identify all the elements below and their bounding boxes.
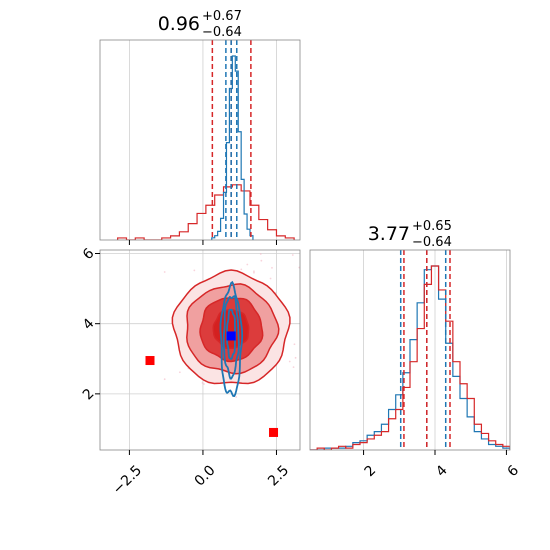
joint-sample-point	[240, 268, 243, 271]
p1-title-lower: −0.64	[412, 235, 452, 250]
joint-sample-point	[246, 263, 249, 266]
joint-sample-point	[253, 270, 255, 273]
joint-sample-point	[288, 360, 291, 363]
joint-sample-point	[260, 259, 263, 262]
joint-sample-point	[163, 378, 166, 381]
p1-hist-frame	[309, 249, 511, 451]
p0-title-median: 0.96	[158, 13, 200, 35]
p0-hist-grid	[129, 40, 277, 240]
panel-p0-hist: 0.96 +0.67 −0.64	[99, 9, 301, 245]
joint-x-tick-label-0: −2.5	[110, 462, 145, 497]
joint-sample-point	[294, 356, 297, 359]
joint-sample-point	[291, 254, 294, 256]
joint-sample-point	[269, 277, 272, 280]
joint-sample-point	[178, 371, 181, 374]
joint-contour-blue-1	[222, 295, 240, 380]
joint-x-tick-label-1: 0.0	[192, 462, 219, 489]
p1-title-median: 3.77	[368, 223, 410, 245]
joint-frame	[99, 249, 301, 451]
p1-hist-x-tick-label-0: 2	[362, 462, 380, 480]
joint-y-tick-label-0: 2	[80, 386, 98, 404]
panel-p1-hist: 2 4 6 3.77 +0.65 −0.64	[309, 219, 523, 480]
joint-x-tick-label-2: 2.5	[265, 462, 292, 489]
p1-hist-x-tick-label-2: 6	[505, 462, 523, 480]
joint-sample-point	[292, 366, 295, 368]
joint-sample-point	[298, 266, 300, 269]
joint-marker-blue-0	[226, 331, 236, 341]
joint-sample-point	[259, 253, 262, 255]
joint-sample-point	[235, 396, 238, 398]
joint-sample-point	[163, 271, 166, 273]
joint-contour-blue-0	[219, 280, 244, 398]
p0-hist-blue	[211, 55, 254, 240]
p0-hist-frame	[99, 39, 301, 241]
joint-marker-red-1	[269, 427, 279, 437]
joint-y-tick-label-2: 6	[80, 245, 98, 263]
panel-joint: −2.5 0.0 2.5 2 4 6	[80, 245, 301, 498]
p1-hist-x-tick-label-1: 4	[433, 462, 451, 480]
p1-title-upper: +0.65	[412, 219, 452, 234]
joint-sample-point	[201, 382, 204, 384]
joint-marker-red-0	[145, 356, 155, 366]
p0-hist-red	[117, 184, 295, 240]
p1-hist-grid	[363, 250, 507, 450]
p0-title-upper: +0.67	[202, 9, 242, 24]
joint-sample-point	[271, 266, 273, 269]
joint-sample-point	[193, 269, 196, 272]
joint-sample-point	[293, 343, 296, 346]
joint-y-tick-label-1: 4	[80, 316, 98, 334]
joint-sample-point	[253, 271, 255, 274]
joint-sample-point	[203, 383, 205, 385]
p0-title-lower: −0.64	[202, 25, 242, 40]
p1-hist-red	[310, 265, 510, 450]
